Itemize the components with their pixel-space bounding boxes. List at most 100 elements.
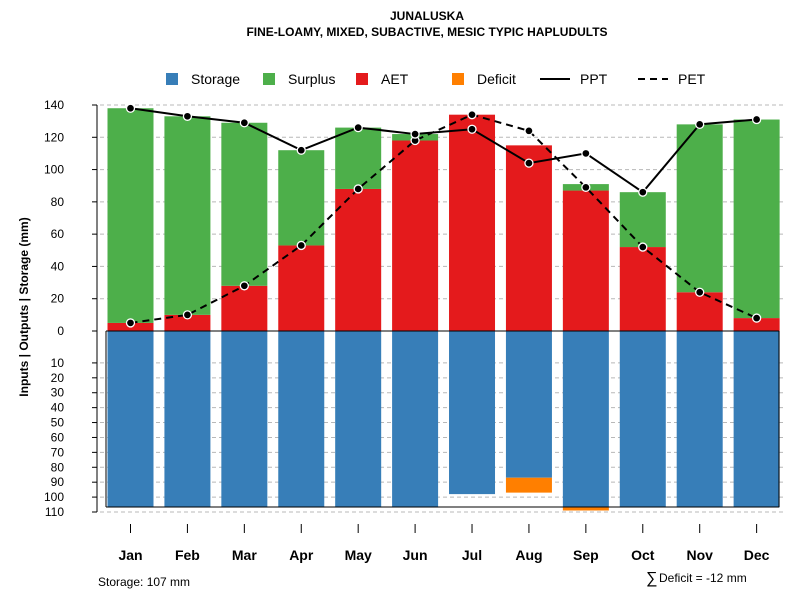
y-tick-label: 60 (51, 227, 65, 241)
ppt-point (581, 148, 591, 159)
pet-point (239, 281, 249, 291)
pet-line (130, 113, 758, 324)
pet-point (638, 242, 648, 252)
y-tick-label: 70 (51, 445, 65, 459)
month-label: Dec (744, 547, 770, 563)
storage-bar (164, 331, 211, 508)
gridlines (100, 104, 784, 513)
pet-point (296, 240, 306, 251)
ppt-point (638, 187, 648, 197)
legend-ppt-label: PPT (580, 71, 608, 87)
legend-storage-label: Storage (191, 71, 240, 87)
storage-bar (335, 331, 382, 508)
pet-point (581, 182, 591, 192)
aet-bar (221, 285, 268, 331)
deficit-note: Deficit = -12 mm (659, 571, 747, 585)
month-label: Aug (515, 547, 542, 563)
storage-bar (619, 331, 666, 508)
y-tick-label: 80 (51, 460, 65, 474)
y-tick-label: 100 (44, 163, 64, 177)
storage-bar (449, 331, 496, 495)
month-label: Jun (403, 547, 428, 563)
ppt-point (125, 103, 136, 113)
storage-bar (221, 331, 268, 508)
month-label: May (345, 547, 372, 563)
surplus-bar (335, 127, 382, 189)
deficit-bar (505, 477, 552, 493)
aet-bar (335, 188, 382, 331)
month-label: Feb (175, 547, 200, 563)
chart-subtitle: FINE-LOAMY, MIXED, SUBACTIVE, MESIC TYPI… (246, 25, 607, 39)
month-label: Oct (631, 547, 655, 563)
pet-point (524, 126, 534, 136)
y-tick-label: 110 (45, 505, 64, 519)
series-lines (125, 103, 762, 328)
ppt-point (751, 114, 762, 125)
surplus-bar (619, 192, 666, 248)
legend-deficit-swatch (452, 73, 464, 85)
ppt-point (353, 122, 363, 133)
storage-bar (505, 331, 552, 478)
y-tick-label: 100 (44, 490, 64, 504)
aet-bar (505, 145, 552, 331)
surplus-bar (107, 108, 154, 323)
ppt-point (182, 111, 193, 121)
surplus-bar (164, 116, 211, 315)
legend-surplus-label: Surplus (288, 71, 335, 87)
y-tick-label: 20 (51, 292, 65, 306)
legend: Storage Surplus AET Deficit PPT PET (166, 71, 706, 87)
y-tick-label: 140 (44, 98, 64, 112)
ppt-point (239, 118, 249, 128)
y-tick-label: 90 (51, 475, 65, 489)
storage-bar (392, 331, 439, 508)
legend-aet-label: AET (381, 71, 409, 87)
legend-surplus-swatch (263, 73, 275, 85)
month-label: Mar (232, 547, 257, 563)
y-tick-label: 20 (51, 371, 65, 385)
axes: 0204060801001201401020304050607080901001… (44, 98, 780, 563)
ppt-point (695, 119, 705, 130)
bars (107, 108, 780, 511)
pet-point (125, 318, 136, 328)
month-label: Jul (462, 547, 482, 563)
surplus-bar (278, 150, 325, 246)
y-tick-label: 60 (51, 430, 65, 444)
aet-bar (619, 247, 666, 331)
aet-bar (164, 314, 211, 331)
storage-bar (278, 331, 325, 508)
storage-bar (562, 331, 609, 508)
ppt-point (296, 145, 306, 155)
ppt-point (524, 158, 534, 168)
legend-deficit-label: Deficit (477, 71, 516, 87)
aet-bar (392, 140, 439, 331)
storage-bar (733, 331, 780, 508)
month-label: Sep (573, 547, 599, 563)
y-tick-label: 40 (51, 259, 65, 273)
y-axis-label: Inputs | Outputs | Storage (mm) (17, 217, 31, 396)
ppt-point (410, 129, 420, 139)
month-label: Apr (289, 547, 314, 563)
y-tick-label: 0 (57, 324, 64, 338)
pet-point (695, 287, 705, 297)
pet-point (353, 184, 363, 194)
surplus-bar (733, 119, 780, 319)
surplus-bar (676, 124, 723, 293)
y-tick-label: 50 (51, 416, 65, 430)
y-tick-label: 30 (51, 386, 65, 400)
ppt-point (467, 124, 477, 134)
storage-bar (676, 331, 723, 508)
storage-note: Storage: 107 mm (98, 575, 190, 589)
pet-point (182, 310, 193, 320)
surplus-bar (221, 122, 268, 286)
pet-point (751, 313, 762, 323)
month-label: Nov (686, 547, 713, 563)
chart-title: JUNALUSKA (390, 9, 464, 23)
legend-storage-swatch (166, 73, 178, 85)
pet-point (467, 110, 477, 120)
y-tick-label: 40 (51, 401, 65, 415)
aet-bar (562, 190, 609, 331)
storage-bar (107, 331, 154, 508)
aet-bar (733, 318, 780, 331)
y-tick-label: 80 (51, 195, 65, 209)
